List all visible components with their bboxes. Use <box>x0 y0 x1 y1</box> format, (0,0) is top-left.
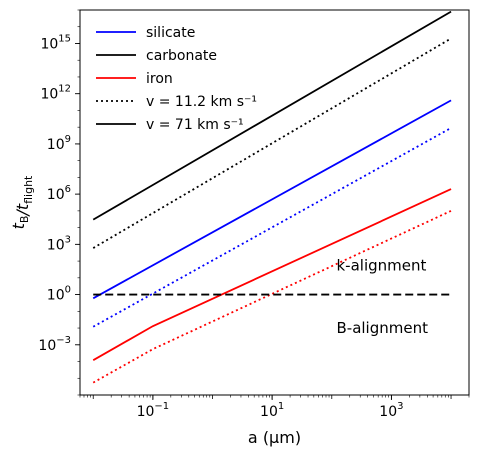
y-tick-label: 100 <box>47 285 71 304</box>
y-tick-base: 10 <box>47 237 65 253</box>
y-tick-base: 10 <box>47 288 65 304</box>
x-tick-base: 10 <box>260 404 278 420</box>
y-tick-label: 106 <box>47 184 71 203</box>
x-tick-label: 103 <box>379 401 403 420</box>
series-line-iron-v71 <box>92 188 452 361</box>
y-axis-label-part: /t <box>13 203 32 217</box>
y-tick-base: 10 <box>47 187 65 203</box>
legend-label: silicate <box>146 25 195 41</box>
x-tick-base: 10 <box>137 404 155 420</box>
legend-label: v = 11.2 km s⁻¹ <box>146 94 257 110</box>
legend-label: carbonate <box>146 48 217 64</box>
y-tick-exponent: 15 <box>58 33 71 44</box>
y-tick-base: 10 <box>38 338 56 354</box>
x-tick-label: 101 <box>260 401 284 420</box>
x-tick-base: 10 <box>379 404 397 420</box>
y-tick-label: 10−3 <box>38 335 71 354</box>
y-tick-base: 10 <box>40 36 58 52</box>
plot-area <box>80 10 469 395</box>
y-tick-base: 10 <box>47 137 65 153</box>
y-axis-label-part: t <box>9 222 28 229</box>
y-axis-label-subscript: B <box>18 216 31 224</box>
x-axis-label: a (μm) <box>248 428 301 447</box>
x-tick-label: 10−1 <box>137 401 170 420</box>
series-line-silicate-v11 <box>92 127 452 328</box>
plot-frame <box>79 9 470 396</box>
y-axis-label-subscript: flight <box>22 175 35 204</box>
y-tick-label: 1012 <box>40 84 71 103</box>
y-tick-exponent: 3 <box>65 234 71 245</box>
x-tick-exponent: 3 <box>397 401 403 412</box>
y-tick-label: 103 <box>47 234 71 253</box>
series-line-carbonate-v11 <box>92 37 452 249</box>
y-tick-exponent: 9 <box>65 134 71 145</box>
y-tick-label: 1015 <box>40 33 71 52</box>
series-layer <box>92 10 452 384</box>
legend: silicate carbonate iron v = 11.2 km s⁻¹ v = … <box>96 25 257 133</box>
y-tick-exponent: 12 <box>58 84 71 95</box>
annotation-layer: k-alignment B-alignment <box>336 256 428 337</box>
y-tick-base: 10 <box>40 87 58 103</box>
y-tick-exponent: 0 <box>65 285 71 296</box>
annotation-k-alignment: k-alignment <box>336 256 426 274</box>
annotation-b-alignment: B-alignment <box>336 319 428 337</box>
series-line-carbonate-v71 <box>92 10 452 221</box>
legend-label: iron <box>146 71 173 87</box>
series-line-silicate-v71 <box>92 99 452 300</box>
x-tick-exponent: −1 <box>154 401 169 412</box>
legend-label: v = 71 km s⁻¹ <box>146 117 244 133</box>
y-tick-exponent: 6 <box>65 184 71 195</box>
y-axis-label: tB/tflight <box>9 175 35 229</box>
y-tick-exponent: −3 <box>56 335 71 346</box>
y-tick-label: 109 <box>47 134 71 153</box>
x-tick-exponent: 1 <box>278 401 284 412</box>
